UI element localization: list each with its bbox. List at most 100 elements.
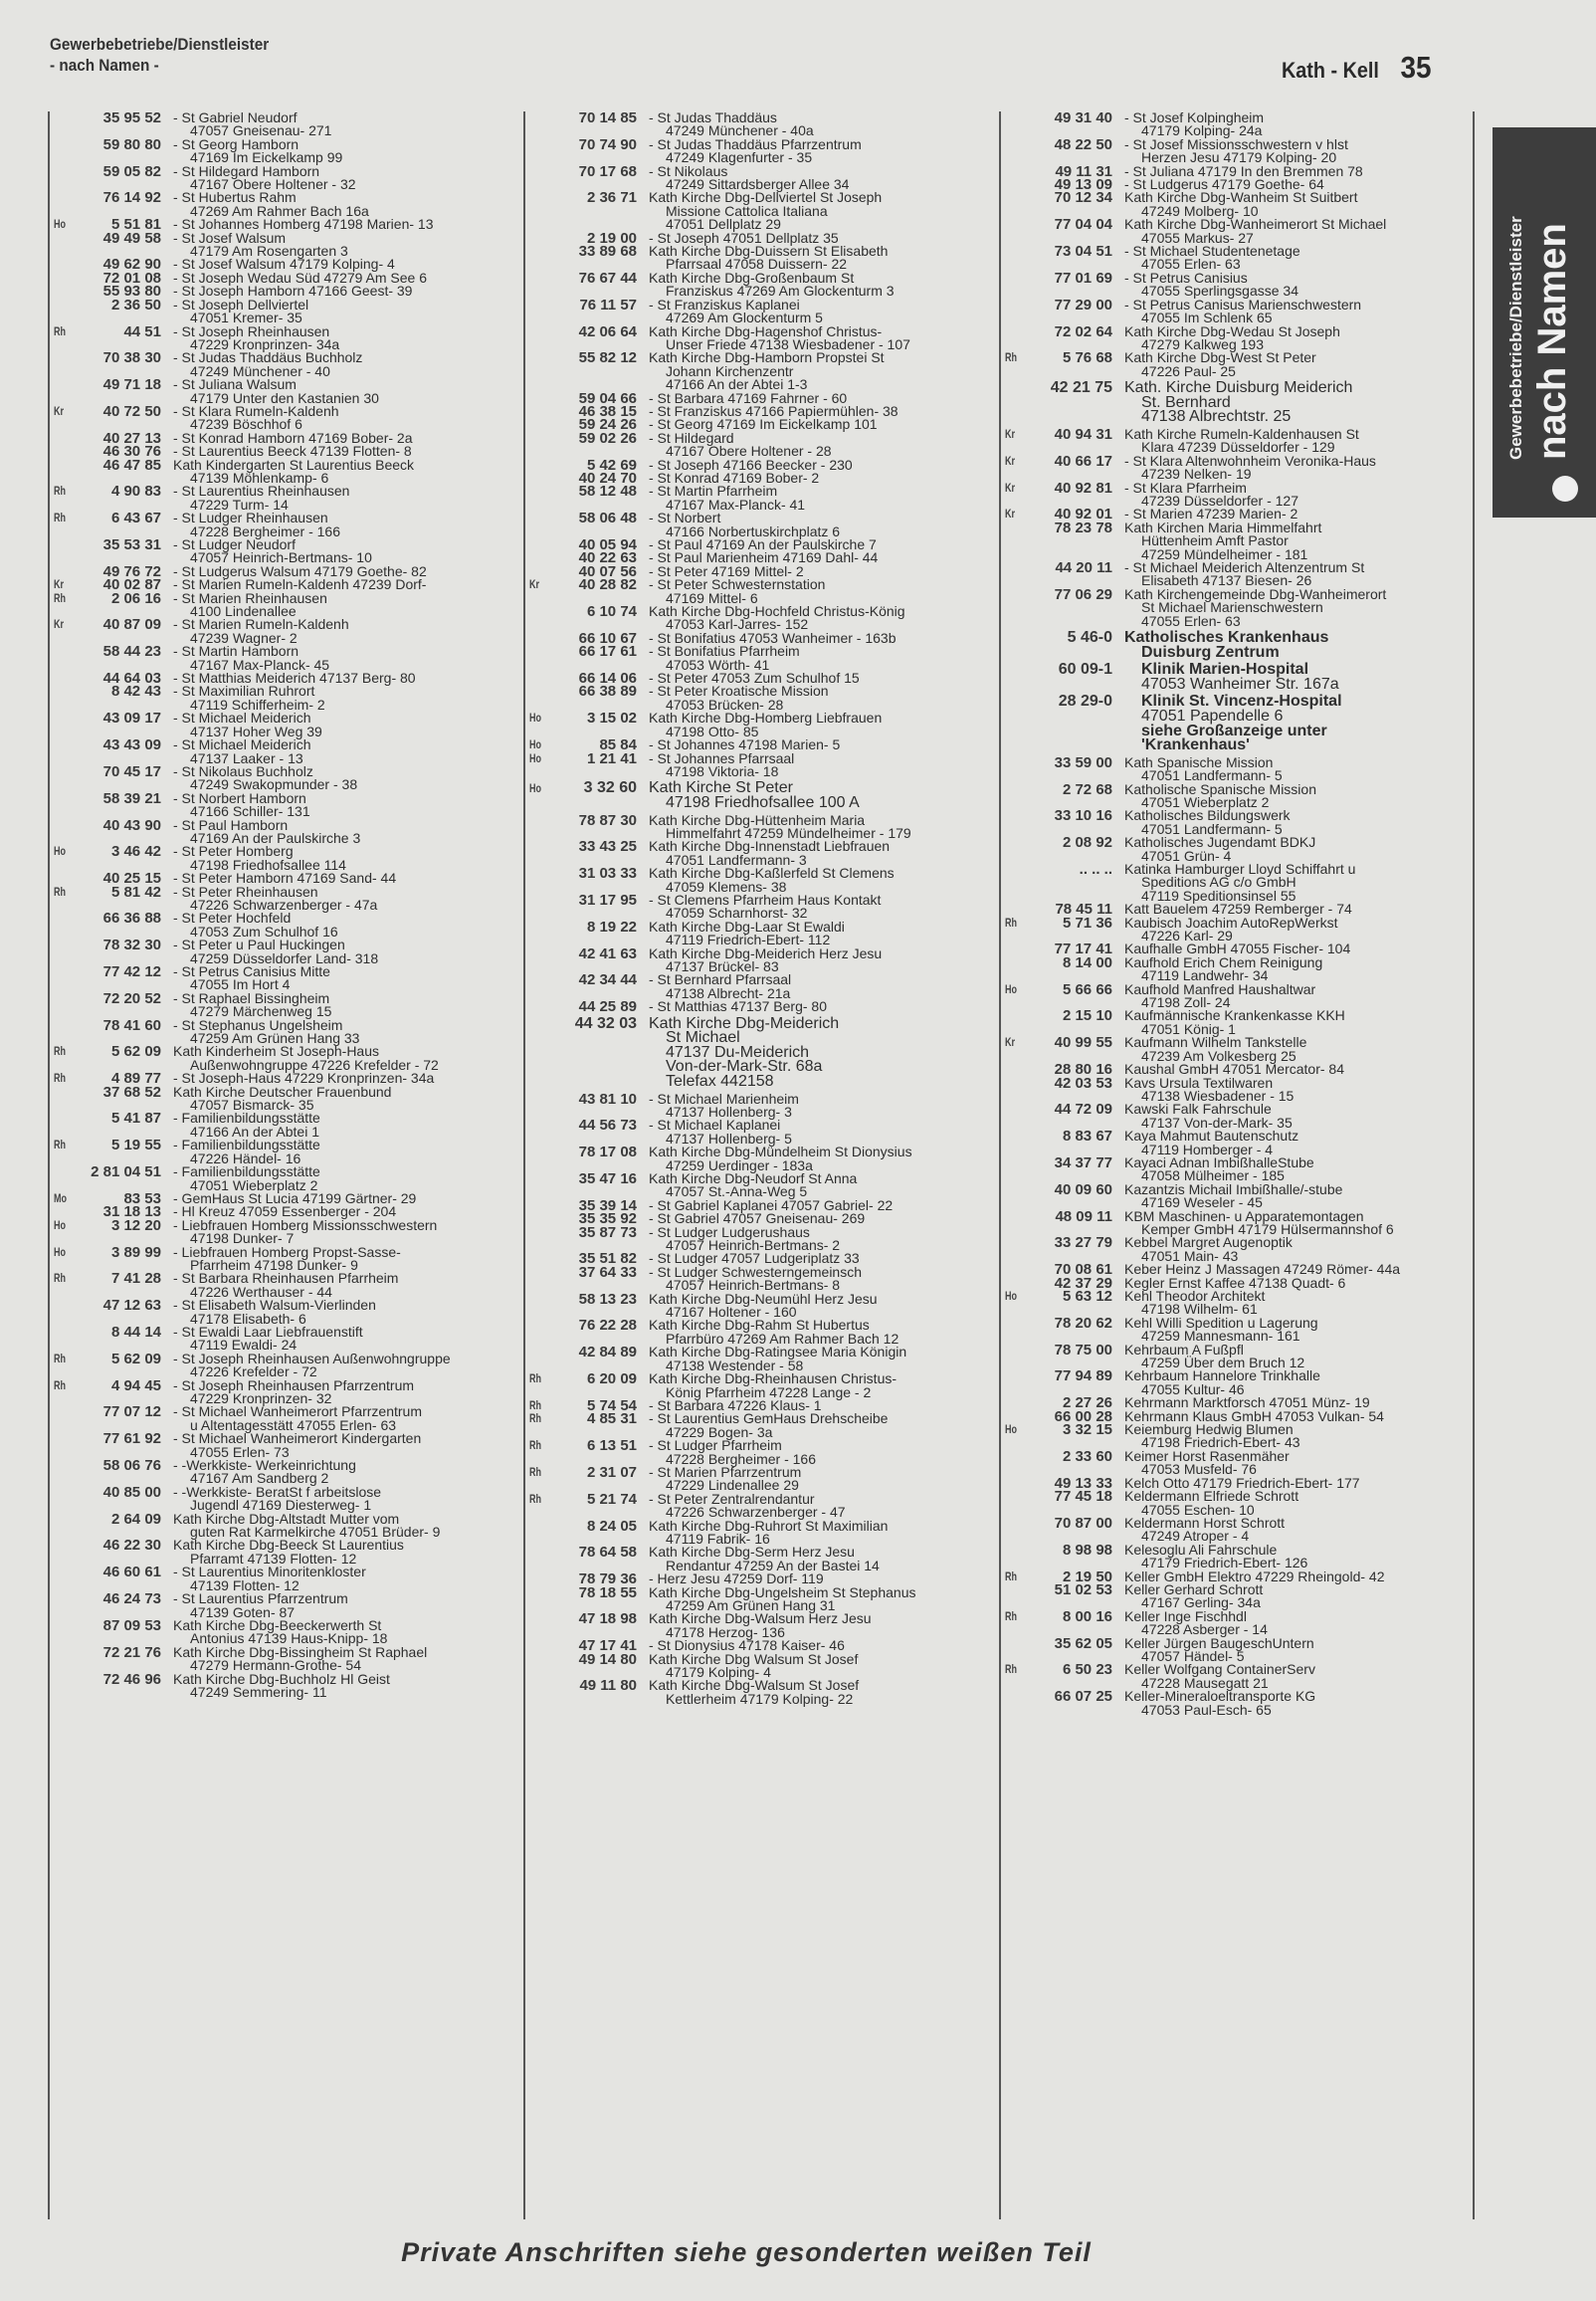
entry-name: - Hl Kreuz 47059 Essenberger - 204	[173, 1203, 397, 1220]
entry-text: - St Gabriel Kaplanei 47057 Gabriel- 22	[649, 1198, 999, 1212]
entry-text: Kehl Willi Spedition u Lagerung 47259 Man…	[1124, 1316, 1473, 1344]
entry-text: Kaufmann Wilhelm Tankstelle 47239 Am Volk…	[1124, 1035, 1473, 1063]
entry-text: Kebbel Margret Augenoptik 47051 Main- 43	[1124, 1235, 1473, 1263]
entry-name: Kath Kirche Dbg-Rahm St Hubertus	[649, 1317, 870, 1334]
phone-number: 60 09-1	[1058, 661, 1112, 679]
entry-detail-line: 47053 Paul-Esch- 65	[1141, 1701, 1272, 1718]
phone-number: 34 37 77	[1054, 1153, 1112, 1171]
phone-number: 6 43 67	[110, 510, 161, 527]
entry-detail-line: 47249 Münchener - 40	[190, 362, 330, 379]
directory-entry: 76 22 28 Kath Kirche Dbg-Rahm St Hubertus…	[525, 1317, 999, 1346]
phone-number: 44 25 89	[578, 998, 637, 1016]
phone-number: 31 18 13	[102, 1203, 161, 1221]
entry-text: - St Judas Thaddäus 47249 Münchener - 40a	[649, 110, 999, 139]
entry-text: - St Laurentius Beeck 47139 Flotten- 8	[173, 444, 515, 458]
phone-number: 2 15 10	[1062, 1007, 1112, 1025]
phone-number: 4 94 45	[110, 1376, 161, 1394]
entry-text: Kath Kirche Dbg-Hagenshof Christus- Unser…	[649, 322, 999, 352]
phone-number: 59 04 66	[578, 389, 637, 407]
entry-detail-line: 47179 Unter den Kastanien 30	[190, 389, 379, 406]
phone-number: 77 61 92	[102, 1430, 161, 1448]
directory-entry: 49 11 80 Kath Kirche Dbg-Walsum St Josef K…	[525, 1678, 999, 1706]
phone-number: 72 46 96	[102, 1670, 161, 1688]
phone-number: 40 25 15	[102, 870, 161, 888]
directory-entry: Ho 3 12 20 - Liebfrauen Homberg Missionssc…	[50, 1217, 515, 1246]
entry-detail-line: 47167 Am Sandberg 2	[190, 1470, 329, 1487]
entry-detail-line: 47053 Karl-Jarres- 152	[666, 616, 809, 633]
entry-text: - St Bernhard Pfarrsaal 47138 Albrecht- 2…	[649, 972, 999, 1000]
entry-text: - St Peter Zentralrendantur 47226 Schwarz…	[649, 1492, 999, 1520]
district-code: Rh	[529, 1411, 541, 1426]
directory-entry: 78 75 00 Kehrbaum A Fußpfl 47259 Über dem …	[1001, 1342, 1473, 1370]
district-code: Rh	[1005, 1608, 1017, 1623]
entry-name: - St Juliana 47179 In den Bremmen 78	[1124, 162, 1363, 179]
district-code: Ho	[54, 1244, 66, 1259]
phone-number: 4 85 31	[586, 1410, 637, 1428]
directory-entry: 2 36 71 Kath Kirche Dbg-Dellviertel St Jo…	[525, 190, 999, 231]
phone-number: 46 30 76	[102, 443, 161, 461]
directory-entry: Rh 5 74 54 - St Barbara 47226 Klaus- 1	[525, 1398, 999, 1413]
page-header-right: Kath - Kell 35	[1282, 50, 1432, 86]
district-code: Rh	[1005, 1662, 1017, 1677]
phone-number: 78 32 30	[102, 937, 161, 954]
entry-text: Keller Inge Fischhdl 47228 Asberger - 14	[1124, 1609, 1473, 1637]
entry-detail-line: guten Rat Karmelkirche 47051 Brüder- 9	[190, 1524, 441, 1541]
directory-entry: Ho 5 51 81 - St Johannes Homberg 47198 Mar…	[50, 217, 515, 232]
entry-text: Katholisches Bildungswerk 47051 Landferma…	[1124, 808, 1473, 836]
entry-name: - St Martin Hamborn	[173, 643, 299, 660]
entry-text: Kath Kirche Dbg-Meiderich Herz Jesu 47137…	[649, 945, 999, 974]
phone-number: 33 27 79	[1054, 1234, 1112, 1252]
directory-entry: 77 29 00 - St Petrus Canisus Marienschwes…	[1001, 297, 1473, 325]
phone-number: 77 17 41	[1054, 941, 1112, 958]
entry-text: - St Franziskus Kaplanei 47269 Am Glocken…	[649, 296, 999, 326]
directory-entry: 59 80 80 - St Georg Hamborn 47169 Im Eicke…	[50, 137, 515, 165]
entry-detail-line: Missione Cattolica Italiana	[666, 202, 828, 219]
entry-detail-line: 47055 Erlen- 63	[1141, 256, 1241, 273]
directory-entry: 46 47 85 Kath Kindergarten St Laurentius …	[50, 457, 515, 486]
entry-name: Kath Kirche Dbg-Ruhrort St Maximilian	[649, 1517, 889, 1534]
directory-entry: 72 21 76 Kath Kirche Dbg-Bissingheim St R…	[50, 1644, 515, 1673]
phone-number: 33 10 16	[1054, 807, 1112, 825]
entry-name: - St Laurentius Minoritenkloster	[173, 1564, 366, 1580]
entry-text: Keiemburg Hedwig Blumen 47198 Friedrich-E…	[1124, 1422, 1473, 1450]
entry-detail-line: Pfarrsaal 47058 Duissern- 22	[666, 256, 848, 273]
directory-entry: Rh 7 41 28 - St Barbara Rheinhausen Pfarrh…	[50, 1271, 515, 1299]
entry-name: Kath Kirche Dbg-Hagenshof Christus-	[649, 322, 883, 339]
entry-text: - St Peter 47053 Zum Schulhof 15	[649, 671, 999, 685]
district-code: Rh	[54, 484, 66, 499]
phone-number: 8 42 43	[110, 683, 161, 701]
entry-name: - St Judas Thaddäus Pfarrzentrum	[649, 135, 862, 152]
tab-label-main: nach Namen	[1530, 223, 1574, 460]
entry-detail-line: König Pfarrheim 47228 Lange - 2	[666, 1383, 872, 1400]
entry-name: - St Joseph Dellviertel	[173, 296, 309, 313]
entry-detail-line: 47138 Wiesbadener - 15	[1141, 1087, 1295, 1104]
entry-detail-line: 47249 Münchener - 40a	[666, 122, 814, 139]
entry-name: - St Clemens Pfarrheim Haus Kontakt	[649, 891, 882, 908]
district-code: Ho	[54, 1217, 66, 1232]
entry-name: - St Dionysius 47178 Kaiser- 46	[649, 1637, 845, 1654]
phone-number: 4 89 77	[110, 1070, 161, 1088]
directory-entry: Rh 6 20 09 Kath Kirche Dbg-Rheinhausen Chr…	[525, 1371, 999, 1400]
directory-entry: Ho 3 32 60 Kath Kirche St Peter 47198 Fried…	[525, 780, 999, 810]
entry-text: - St Martin Pfarrheim 47167 Max-Planck- 4…	[649, 484, 999, 512]
entry-detail-line: Jugendl 47169 Diesterweg- 1	[190, 1497, 372, 1514]
entry-name: - St Franziskus Kaplanei	[649, 296, 800, 313]
district-code: Ho	[529, 781, 541, 796]
entry-text: Kath Kirche Dbg-Ruhrort St Maximilian 471…	[649, 1517, 999, 1547]
entry-detail-line: 47269 Am Glockenturm 5	[666, 310, 823, 326]
entry-text: Kath Kirche Dbg-Serm Herz Jesu Rendantur …	[649, 1545, 999, 1572]
entry-name: - St Bonifatius 47053 Wanheimer - 163b	[649, 629, 897, 646]
entry-detail-line: 47229 Kronprinzen- 34a	[190, 335, 340, 352]
directory-entry: 77 07 12 - St Michael Wanheimerort Pfarrz…	[50, 1404, 515, 1432]
directory-entry: 70 87 00 Keldermann Horst Schrott 47249 At…	[1001, 1516, 1473, 1544]
entry-text: Kaushal GmbH 47051 Mercator- 84	[1124, 1062, 1473, 1076]
entry-detail-line: 47138 Albrechtstr. 25	[1141, 408, 1292, 426]
phone-number: 66 14 06	[578, 670, 637, 688]
entry-text: - St Joseph 47051 Dellplatz 35	[649, 230, 999, 245]
entry-text: Kath Kirche Dbg-Rheinhausen Christus- Kön…	[649, 1371, 999, 1400]
directory-entry: 44 64 03 - St Matthias Meiderich 47137 Be…	[50, 671, 515, 686]
directory-entry: 78 87 30 Kath Kirche Dbg-Hüttenheim Maria…	[525, 812, 999, 841]
directory-entry: Rh 6 13 51 - St Ludger Pfarrheim 47228 Berg…	[525, 1438, 999, 1466]
entry-detail-line: 47198 Wilhelm- 61	[1141, 1301, 1258, 1318]
entry-detail-line: 47119 Landwehr- 34	[1141, 967, 1269, 984]
